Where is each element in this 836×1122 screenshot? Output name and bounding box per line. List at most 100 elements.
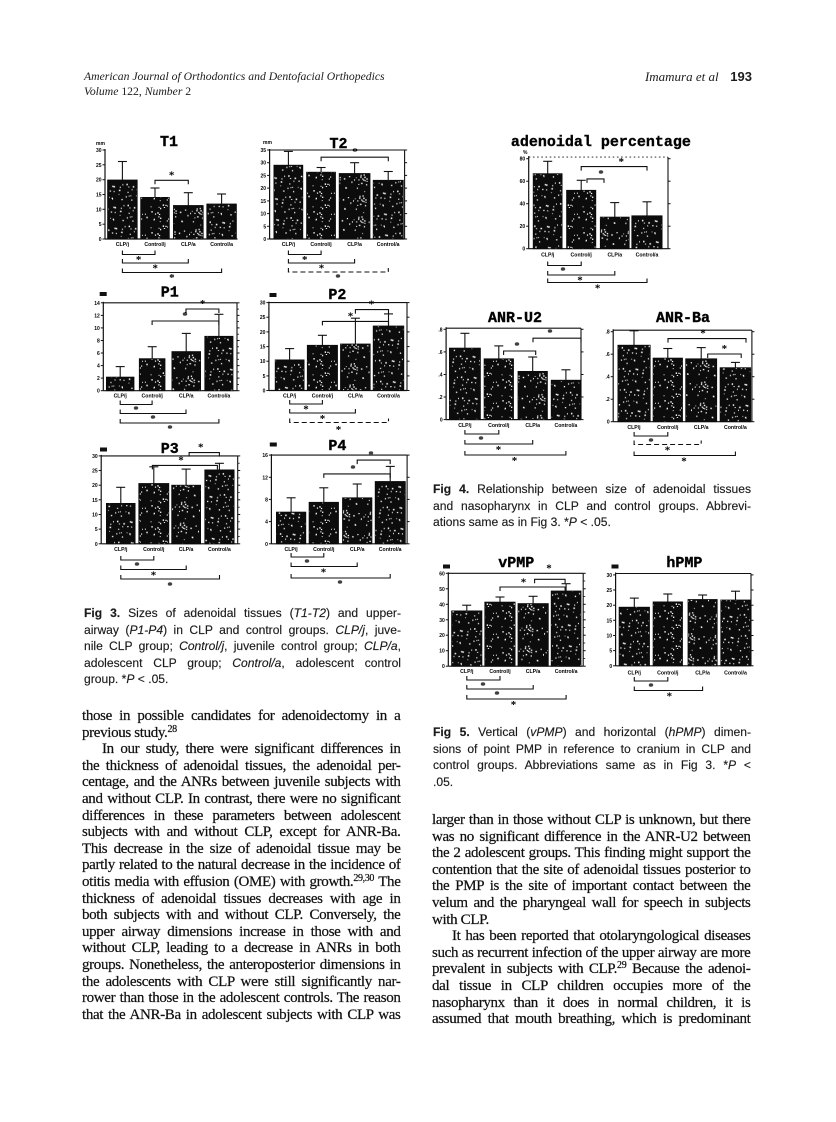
svg-text:CLP/j: CLP/j <box>460 669 474 675</box>
svg-text:*: * <box>648 681 654 693</box>
svg-text:P1: P1 <box>161 285 179 302</box>
svg-text:30: 30 <box>96 148 102 154</box>
svg-text:*: * <box>167 423 173 435</box>
svg-text:*: * <box>547 327 553 339</box>
svg-text:.6: .6 <box>606 352 610 358</box>
svg-text:P4: P4 <box>328 438 346 455</box>
svg-text:30: 30 <box>260 301 266 307</box>
svg-text:CLP/j: CLP/j <box>282 242 296 248</box>
svg-text:T1: T1 <box>160 134 178 151</box>
svg-text:30: 30 <box>607 573 613 579</box>
svg-text:Control/j: Control/j <box>657 671 679 677</box>
svg-text:0: 0 <box>609 664 612 670</box>
svg-text:*: * <box>303 404 309 416</box>
svg-text:Control/a: Control/a <box>208 547 231 553</box>
svg-text:0: 0 <box>263 237 266 243</box>
svg-text:Control/a: Control/a <box>724 425 747 431</box>
svg-text:*: * <box>521 576 527 588</box>
svg-text:CLP/a: CLP/a <box>526 669 541 675</box>
svg-text:25: 25 <box>261 173 267 179</box>
svg-text:CLP/a: CLP/a <box>525 423 540 429</box>
svg-text:*: * <box>352 146 358 158</box>
svg-text:*: * <box>321 567 327 579</box>
svg-text:*: * <box>560 265 566 277</box>
svg-text:*: * <box>302 254 308 266</box>
svg-text:CLP/a: CLP/a <box>694 425 709 431</box>
svg-text:*: * <box>369 299 375 311</box>
svg-text:Control/j: Control/j <box>144 242 166 248</box>
svg-text:.8: .8 <box>606 330 610 336</box>
svg-text:Control/j: Control/j <box>489 669 511 675</box>
svg-text:20: 20 <box>607 603 613 609</box>
svg-text:*: * <box>169 272 175 284</box>
svg-text:.2: .2 <box>606 397 610 403</box>
svg-text:ANR-Ba: ANR-Ba <box>656 310 710 327</box>
svg-text:CLP/a: CLP/a <box>179 394 194 400</box>
svg-text:*: * <box>136 254 142 266</box>
svg-text:*: * <box>514 340 520 352</box>
svg-text:20: 20 <box>260 330 266 336</box>
svg-text:8: 8 <box>265 497 268 503</box>
svg-text:Control/j: Control/j <box>488 423 510 429</box>
svg-text:15: 15 <box>607 618 613 624</box>
svg-text:*: * <box>151 570 157 582</box>
svg-text:CLP/j: CLP/j <box>114 547 128 553</box>
svg-text:0: 0 <box>95 542 98 548</box>
svg-text:*: * <box>619 156 625 168</box>
svg-text:10: 10 <box>260 359 266 365</box>
svg-text:CLP/j: CLP/j <box>458 423 472 429</box>
svg-text:0: 0 <box>97 389 100 395</box>
svg-text:CLP/a: CLP/a <box>181 242 196 248</box>
svg-text:4: 4 <box>97 364 100 370</box>
svg-text:CLP/a: CLP/a <box>347 242 362 248</box>
svg-text:60: 60 <box>520 179 526 185</box>
svg-text:20: 20 <box>92 483 98 489</box>
svg-text:16: 16 <box>262 453 268 459</box>
svg-text:CLP/j: CLP/j <box>116 242 130 248</box>
svg-text:.8: .8 <box>438 327 442 333</box>
svg-text:T2: T2 <box>329 136 347 153</box>
svg-text:5: 5 <box>263 374 266 380</box>
svg-text:Control/j: Control/j <box>312 394 334 400</box>
svg-text:*: * <box>348 310 354 322</box>
svg-text:.4: .4 <box>438 373 442 379</box>
svg-text:5: 5 <box>263 224 266 230</box>
svg-text:*: * <box>598 168 604 180</box>
svg-text:*: * <box>368 449 374 461</box>
svg-text:*: * <box>494 689 500 701</box>
svg-text:P3: P3 <box>161 441 179 458</box>
svg-text:*: * <box>200 298 206 310</box>
svg-text:10: 10 <box>607 634 613 640</box>
svg-text:Control/a: Control/a <box>555 423 578 429</box>
svg-text:30: 30 <box>439 618 445 624</box>
svg-text:*: * <box>667 691 673 703</box>
svg-text:10: 10 <box>261 212 267 218</box>
svg-text:Control/j: Control/j <box>313 547 335 553</box>
svg-text:.4: .4 <box>606 375 610 381</box>
svg-text:CLP/a: CLP/a <box>348 394 363 400</box>
svg-text:*: * <box>577 275 583 287</box>
svg-text:CLP/a: CLP/a <box>607 253 622 259</box>
svg-text:ANR-U2: ANR-U2 <box>488 310 542 327</box>
svg-text:12: 12 <box>94 313 100 319</box>
svg-text:*: * <box>337 578 343 590</box>
svg-text:5: 5 <box>99 222 102 228</box>
svg-text:0: 0 <box>265 542 268 548</box>
svg-text:15: 15 <box>96 193 102 199</box>
svg-text:12: 12 <box>262 475 268 481</box>
svg-text:0: 0 <box>607 420 610 426</box>
svg-text:adenoidal percentage: adenoidal percentage <box>511 134 691 151</box>
svg-text:*: * <box>182 310 188 322</box>
svg-text:*: * <box>169 170 175 182</box>
svg-text:CLP/j: CLP/j <box>284 547 298 553</box>
svg-text:14: 14 <box>94 301 100 307</box>
svg-text:Control/a: Control/a <box>379 547 402 553</box>
svg-text:25: 25 <box>260 315 266 321</box>
svg-text:50: 50 <box>439 587 445 593</box>
svg-text:20: 20 <box>439 633 445 639</box>
svg-text:0: 0 <box>99 237 102 243</box>
svg-text:10: 10 <box>439 649 445 655</box>
svg-text:40: 40 <box>439 602 445 608</box>
svg-text:Control/a: Control/a <box>208 394 231 400</box>
svg-text:CLP/a: CLP/a <box>350 547 365 553</box>
